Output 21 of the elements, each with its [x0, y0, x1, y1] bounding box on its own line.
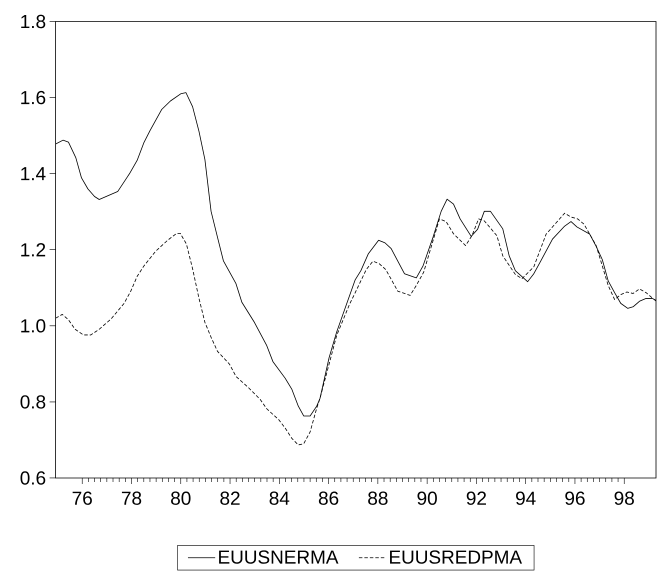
y-tick-label: 1.6 — [21, 90, 46, 104]
y-tick-label: 0.6 — [20, 471, 46, 485]
legend-label: EUUSREDPMA — [390, 550, 522, 564]
y-tick-label: 1.2 — [21, 243, 46, 256]
x-tick-label: 78 — [122, 492, 142, 505]
x-tick-label: 90 — [417, 492, 437, 505]
x-tick-label: 84 — [270, 492, 290, 505]
x-tick-label: 96 — [565, 492, 585, 505]
x-tick-label: 92 — [466, 492, 486, 505]
x-tick-label: 76 — [72, 492, 92, 505]
x-tick-label: 82 — [220, 492, 240, 505]
x-tick-label: 88 — [368, 492, 388, 505]
y-tick-label: 1.4 — [21, 167, 46, 180]
y-tick-label: 1.8 — [21, 14, 46, 28]
legend-label: EUUSNERMA — [219, 550, 338, 564]
y-tick-label: 0.8 — [20, 395, 46, 409]
x-tick-label: 80 — [171, 492, 191, 505]
x-tick-label: 94 — [516, 492, 536, 505]
y-tick-label: 1.0 — [21, 319, 46, 333]
x-tick-label: 98 — [614, 492, 634, 505]
x-tick-label: 86 — [318, 492, 338, 505]
